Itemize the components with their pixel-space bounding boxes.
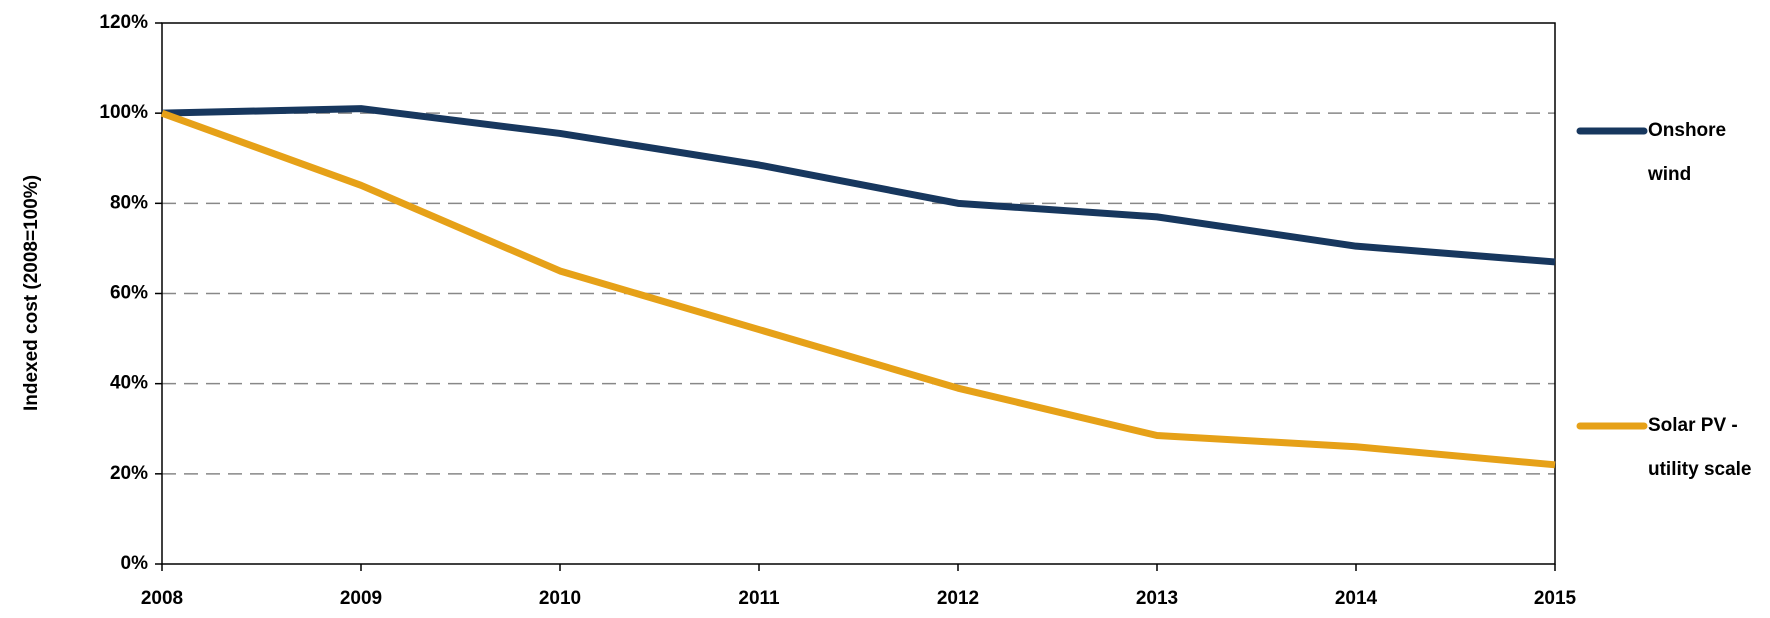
x-tick-label: 2011 — [738, 588, 780, 609]
series-line — [161, 105, 1556, 266]
y-axis-label: Indexed cost (2008=100%) — [21, 175, 42, 411]
y-tick-label: 0% — [121, 553, 149, 574]
plot-border — [161, 22, 1556, 565]
x-tick-label: 2012 — [937, 588, 979, 609]
legend-label: Solar PV - utility scale — [1648, 415, 1752, 480]
x-tick-label: 2008 — [141, 588, 183, 609]
x-tick-label: 2010 — [539, 588, 581, 609]
y-tick-label: 120% — [99, 12, 148, 33]
x-tick-label: 2015 — [1534, 588, 1577, 609]
y-tick-label: 60% — [110, 283, 148, 304]
y-tick-label: 100% — [99, 102, 148, 123]
y-tick-label: 80% — [110, 192, 148, 213]
y-tick-label: 40% — [110, 373, 148, 394]
legend-label: Onshore wind — [1648, 120, 1727, 185]
y-tick-label: 20% — [110, 463, 148, 484]
x-tick-label: 2009 — [340, 588, 382, 609]
series-line — [160, 109, 1556, 469]
x-tick-label: 2013 — [1136, 588, 1178, 609]
x-tick-label: 2014 — [1335, 588, 1378, 609]
